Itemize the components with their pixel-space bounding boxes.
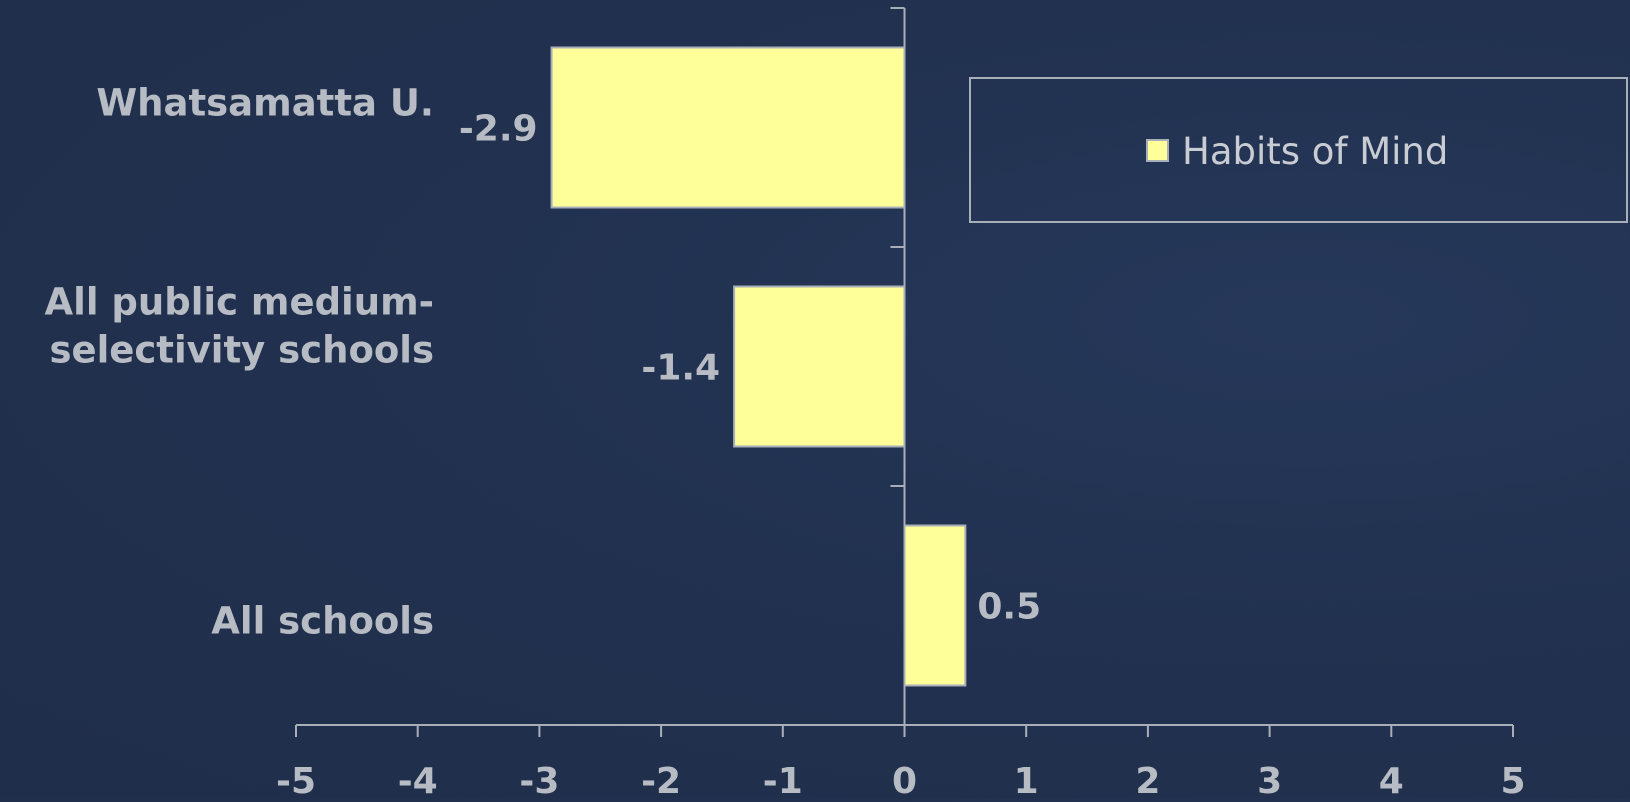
legend-label: Habits of Mind [1182,130,1448,173]
tick-label--5: -5 [276,761,316,798]
category-label-2: All schools [211,600,434,643]
tick-label-1: 1 [1014,761,1039,798]
data-label-2: 0.5 [977,587,1041,628]
category-label-line: All public medium- [45,281,434,324]
legend-swatch [1146,139,1169,162]
bar-2 [903,524,967,687]
category-label-line: Whatsamatta U. [96,82,434,125]
tick-label-4: 4 [1379,761,1404,798]
bar-1 [733,285,906,448]
tick-label--2: -2 [641,761,681,798]
data-label-1: -1.4 [641,348,720,389]
tick-label-2: 2 [1135,761,1160,798]
legend-box [969,77,1628,223]
bars-layer [550,46,967,687]
axes-layer: -5 -4 -3 -2 -1 0 1 2 3 4 5 [276,7,1526,802]
tick-label--3: -3 [519,761,559,798]
data-label-0: -2.9 [459,109,538,150]
tick-label-0: 0 [892,761,917,798]
labels-layer: -2.9 Whatsamatta U. -1.4 All public medium-… [45,82,1042,643]
category-label-0: Whatsamatta U. [96,82,434,125]
category-label-line: All schools [211,600,434,643]
tick-label--1: -1 [763,761,803,798]
tick-label-3: 3 [1257,761,1282,798]
bar-0 [550,46,906,209]
tick-label-5: 5 [1500,761,1525,798]
category-label-1: All public medium-selectivity schools [45,281,434,372]
category-label-line: selectivity schools [49,329,434,372]
tick-label--4: -4 [398,761,438,798]
legend: Habits of Mind [969,77,1628,223]
